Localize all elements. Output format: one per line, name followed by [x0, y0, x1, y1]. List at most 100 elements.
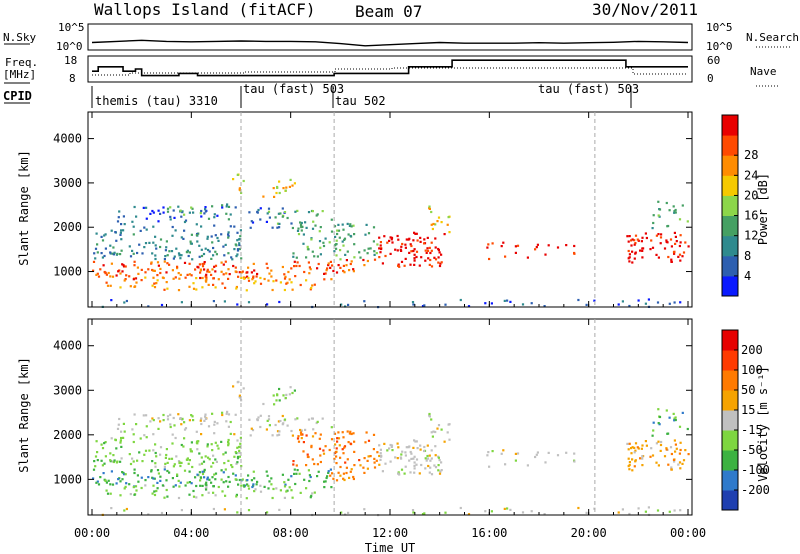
power-echo-cell: [293, 260, 296, 263]
power-echo-cell: [203, 268, 206, 271]
power-echo-cell: [427, 257, 430, 260]
power-echo-cell: [206, 235, 209, 238]
velocity-echo-cell: [323, 486, 326, 489]
velocity-echo-cell: [305, 434, 308, 437]
velocity-echo-cell: [628, 461, 631, 464]
power-echo-cell: [236, 239, 239, 242]
power-echo-cell: [621, 300, 624, 303]
velocity-colorbar-tick-label: 200: [741, 343, 763, 357]
velocity-echo-cell: [621, 508, 624, 511]
velocity-echo-cell: [238, 478, 241, 482]
velocity-colorbar-swatch: [722, 410, 738, 431]
power-echo-cell: [227, 218, 230, 221]
power-echo-cell: [211, 205, 214, 208]
power-echo-cell: [641, 236, 644, 239]
velocity-echo-cell: [200, 433, 203, 436]
power-echo-cell: [121, 263, 124, 266]
velocity-echo-cell: [340, 511, 343, 514]
power-echo-cell: [225, 205, 228, 208]
velocity-echo-cell: [329, 474, 332, 477]
velocity-echo-cell: [92, 477, 95, 480]
power-echo-cell: [227, 277, 230, 280]
power-echo-cell: [372, 226, 376, 229]
velocity-echo-cell: [367, 439, 371, 442]
velocity-echo-cell: [446, 431, 449, 434]
velocity-echo-cell: [198, 471, 201, 474]
power-echo-cell: [232, 178, 235, 181]
velocity-echo-cell: [176, 473, 179, 476]
power-echo-cell: [487, 243, 490, 246]
power-echo-cell: [333, 250, 336, 253]
velocity-echo-cell: [335, 455, 338, 458]
freq-panel: Freq. [MHz] 18 8 60 0 Nave: [3, 54, 780, 87]
power-echo-cell: [670, 258, 673, 261]
velocity-echo-cell: [246, 479, 249, 482]
power-echo-cell: [208, 250, 211, 253]
velocity-echo-cell: [256, 418, 259, 421]
velocity-echo-cell: [203, 476, 206, 479]
power-echo-cell: [268, 272, 271, 275]
velocity-echo-cell: [630, 452, 633, 455]
velocity-echo-cell: [488, 465, 491, 468]
velocity-echo-cell: [372, 433, 376, 436]
power-echo-cell: [132, 225, 135, 228]
power-echo-cell: [192, 282, 195, 285]
power-echo-cell: [378, 236, 381, 239]
power-echo-cell: [335, 247, 338, 250]
power-echo-cell: [363, 300, 366, 303]
power-colorbar-swatch: [722, 195, 738, 216]
velocity-echo-cell: [232, 472, 235, 475]
velocity-echo-cell: [409, 450, 412, 454]
power-echo-cell: [337, 229, 341, 232]
power-echo-cell: [316, 267, 319, 270]
velocity-echo-cell: [199, 484, 202, 487]
power-echo-cell: [150, 261, 153, 264]
power-echo-cell: [649, 248, 652, 251]
power-echo-cell: [132, 252, 135, 255]
power-echo-cell: [270, 275, 273, 278]
velocity-ylabel: Slant Range [km]: [17, 357, 31, 473]
power-echo-cell: [120, 223, 123, 226]
velocity-echo-cell: [236, 381, 239, 384]
velocity-echo-cell: [389, 460, 392, 463]
power-echo-cell: [263, 277, 266, 281]
velocity-echo-cell: [195, 496, 198, 499]
velocity-echo-cell: [140, 476, 143, 479]
velocity-echo-cell: [154, 465, 157, 468]
velocity-echo-cell: [342, 477, 345, 480]
velocity-echo-cell: [234, 474, 237, 477]
power-echo-cell: [274, 216, 277, 219]
velocity-echo-cell: [644, 510, 647, 513]
velocity-echo-cell: [316, 420, 319, 423]
power-echo-cell: [656, 301, 660, 304]
power-echo-cell: [135, 215, 138, 218]
power-echo-cell: [437, 256, 440, 259]
velocity-echo-cell: [302, 450, 305, 453]
power-echo-cell: [129, 255, 133, 258]
power-echo-cell: [352, 268, 355, 271]
power-echo-cell: [378, 247, 381, 250]
velocity-echo-cell: [358, 459, 361, 462]
velocity-echo-cell: [318, 447, 322, 450]
power-echo-cell: [247, 279, 251, 282]
power-echo-cell: [364, 233, 367, 236]
velocity-echo-cell: [514, 459, 517, 462]
velocity-echo-cell: [337, 437, 341, 440]
power-colorbar-tick-label: 16: [744, 209, 758, 223]
velocity-echo-cell: [366, 467, 369, 470]
velocity-echo-cell: [123, 430, 126, 433]
power-echo-cell: [275, 279, 278, 282]
velocity-echo-cell: [311, 417, 314, 420]
nsky-label: N.Sky: [3, 31, 36, 44]
velocity-echo-cell: [122, 436, 125, 439]
power-echo-cell: [397, 264, 400, 267]
power-echo-cell: [172, 277, 175, 280]
power-echo-cell: [228, 273, 231, 276]
velocity-echo-cell: [156, 487, 159, 490]
power-echo-cell: [238, 243, 241, 247]
power-echo-cell: [665, 201, 668, 205]
power-echo-cell: [169, 218, 172, 221]
power-echo-cell: [319, 226, 322, 229]
velocity-echo-cell: [324, 445, 327, 448]
